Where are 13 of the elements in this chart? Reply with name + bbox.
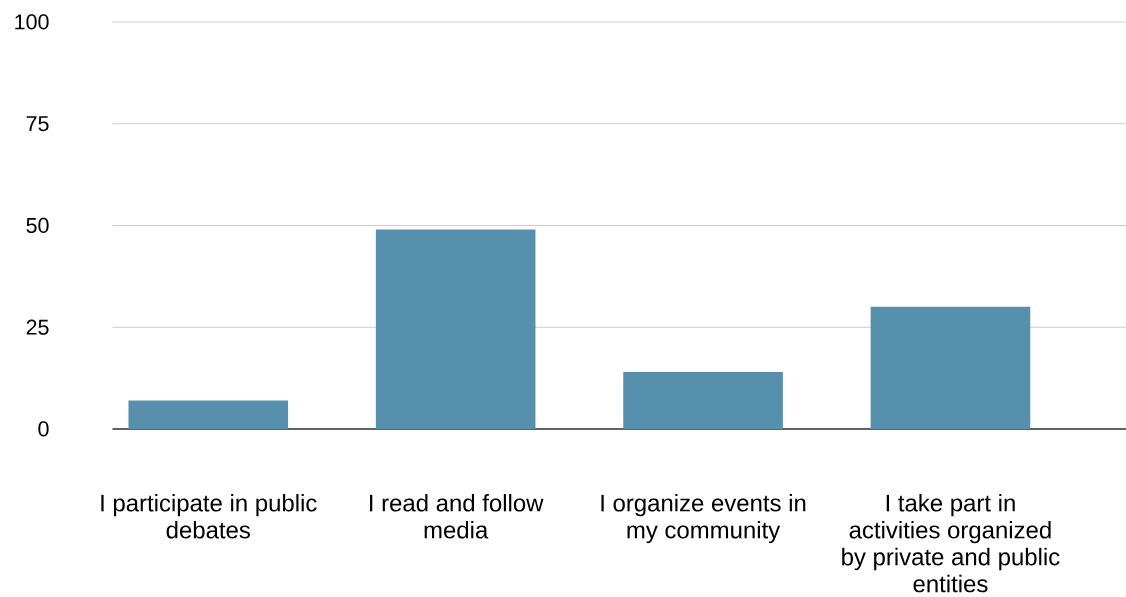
x-tick-label: I participate in public debates — [101, 494, 317, 539]
bar — [375, 229, 536, 430]
bar — [128, 400, 289, 430]
x-tick-label: I organize events in my community — [601, 494, 806, 544]
y-tick-label: 25 — [26, 319, 49, 336]
x-tick-label: I take part in activities organized by private and public entities — [842, 494, 1060, 593]
y-tick-label: 50 — [26, 218, 49, 234]
bar — [870, 307, 1031, 430]
bar — [623, 372, 783, 430]
y-tick-label: 100 — [15, 14, 49, 30]
x-tick-label: I read and follow media — [370, 494, 544, 539]
y-tick-label: 75 — [26, 116, 49, 132]
y-tick-label: 0 — [38, 421, 49, 437]
